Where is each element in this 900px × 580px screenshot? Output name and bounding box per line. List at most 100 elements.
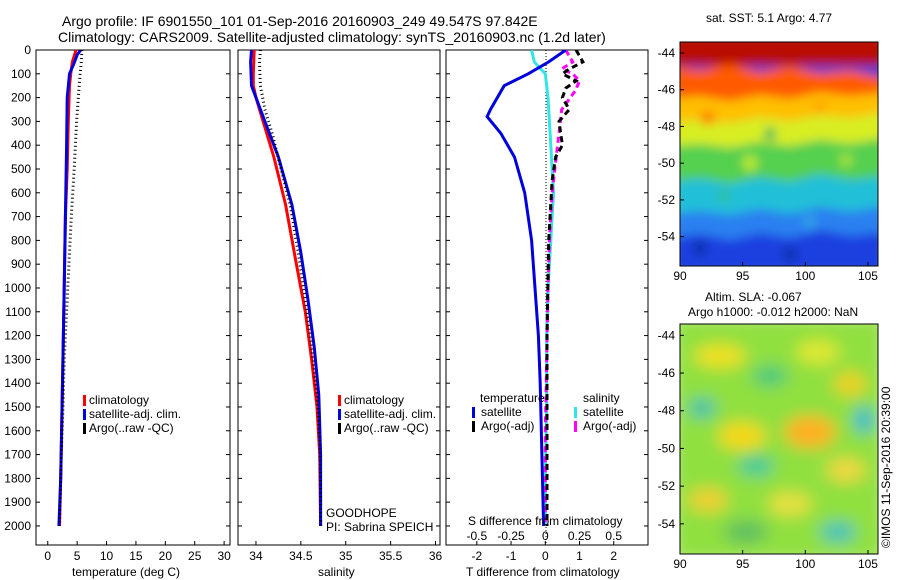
sst-heatmap xyxy=(680,42,878,266)
depth-axis: 0 100 200 300 400 500 600 700 800 900 1000 1100 1200… xyxy=(4,43,648,533)
depth-tick-label: 1700 xyxy=(4,448,31,462)
legend-swatch-climatology xyxy=(338,395,341,406)
difference-plot-frame xyxy=(445,49,649,546)
difference-profile-panel: -2 -1 0 1 2 -0.5 -0.25 0 0.25 0.5 S difference f… xyxy=(445,49,649,579)
map-x-tick-label: 100 xyxy=(795,269,815,283)
t-difference-tick-label: -1 xyxy=(506,549,517,563)
salinity-tick-label: 35 xyxy=(339,549,353,563)
map-y-tick-label: -50 xyxy=(658,441,676,455)
depth-tick-label: 900 xyxy=(11,257,31,271)
legend-label-s-argo: Argo(-adj) xyxy=(583,419,636,433)
map-x-tick-label: 95 xyxy=(736,269,750,283)
temperature-tick-label: 30 xyxy=(217,549,231,563)
legend-label-argo: Argo(..raw -QC) xyxy=(89,421,174,435)
depth-tick-label: 0 xyxy=(24,43,31,57)
legend-swatch-satellite xyxy=(338,409,341,420)
t-satellite-line xyxy=(485,50,567,527)
depth-tick-label: 1800 xyxy=(4,471,31,485)
t-difference-label: T difference from climatology xyxy=(466,565,620,579)
s-difference-tick-label: -0.5 xyxy=(466,529,487,543)
climatology-line xyxy=(251,50,323,527)
depth-tick-label: 300 xyxy=(11,114,31,128)
legend-label-s-satellite: satellite xyxy=(583,405,624,419)
project-annotation: GOODHOPE xyxy=(326,506,397,520)
legend-header-salinity: salinity xyxy=(583,391,620,405)
sla-heatmap xyxy=(680,324,878,554)
salinity-legend: climatology satellite-adj. clim. Argo(..… xyxy=(338,393,436,435)
t-argo-line xyxy=(545,50,585,526)
map-x-tick-label: 90 xyxy=(673,269,687,283)
map-x-tick-label: 105 xyxy=(858,557,878,571)
sla-map-title-line1: Altim. SLA: -0.067 xyxy=(705,290,802,304)
depth-tick-label: 2000 xyxy=(4,519,31,533)
legend-label-t-argo: Argo(-adj) xyxy=(481,419,534,433)
s-difference-label: S difference from climatology xyxy=(468,514,623,528)
difference-x-axis: -2 -1 0 1 2 xyxy=(471,541,617,563)
legend-swatch-argo xyxy=(83,423,86,434)
legend-swatch-t-satellite xyxy=(472,407,475,418)
salinity-plot-frame xyxy=(237,49,441,546)
map-y-tick-label: -44 xyxy=(658,46,676,60)
pi-annotation: PI: Sabrina SPEICH xyxy=(326,520,433,534)
legend-header-temperature: temperature xyxy=(480,391,545,405)
sla-map-frame xyxy=(679,323,879,555)
satellite-adj-line xyxy=(57,50,82,527)
sst-map-axes: 90 95 100 105 -44 -46 -48 -50 -52 -54 xyxy=(658,46,879,283)
legend-label-satellite: satellite-adj. clim. xyxy=(89,407,181,421)
sst-map-frame xyxy=(679,41,879,267)
depth-tick-label: 600 xyxy=(11,186,31,200)
depth-tick-label: 100 xyxy=(11,67,31,81)
t-difference-tick-label: 0 xyxy=(542,549,549,563)
salinity-tick-label: 36 xyxy=(429,549,443,563)
depth-tick-label: 400 xyxy=(11,138,31,152)
depth-tick-label: 1600 xyxy=(4,424,31,438)
salinity-tick-label: 34.5 xyxy=(289,549,313,563)
argo-line xyxy=(257,50,323,526)
salinity-x-label: salinity xyxy=(318,565,355,579)
satellite-adj-line xyxy=(249,50,323,526)
map-y-tick-label: -52 xyxy=(658,193,676,207)
legend-swatch-t-argo xyxy=(472,421,475,432)
legend-swatch-climatology xyxy=(83,395,86,406)
depth-tick-label: 800 xyxy=(11,233,31,247)
sla-map-axes: 90 95 100 105 -44 -46 -48 -50 -52 -54 xyxy=(658,328,879,571)
depth-tick-label: 1900 xyxy=(4,495,31,509)
depth-tick-label: 700 xyxy=(11,210,31,224)
temperature-tick-label: 10 xyxy=(100,549,114,563)
legend-label-climatology: climatology xyxy=(344,393,404,407)
temperature-x-label: temperature (deg C) xyxy=(72,565,180,579)
s-difference-tick-label: 0.5 xyxy=(605,529,622,543)
salinity-profile-panel: 34 34.5 35 35.5 36 salinity climatology sate… xyxy=(237,49,443,579)
temperature-profile-panel: 0100200300400500600700800900100011001200… xyxy=(4,43,648,579)
salinity-tick-label: 34 xyxy=(249,549,263,563)
temperature-tick-label: 5 xyxy=(74,549,81,563)
map-y-tick-label: -44 xyxy=(658,328,676,342)
depth-tick-label: 500 xyxy=(11,162,31,176)
s-difference-x-axis: -0.5 -0.25 0 0.25 0.5 xyxy=(466,529,622,543)
figure-title-line1: Argo profile: IF 6901550_101 01-Sep-2016… xyxy=(62,13,538,29)
legend-swatch-satellite xyxy=(83,409,86,420)
map-y-tick-label: -48 xyxy=(658,119,676,133)
s-difference-tick-label: -0.25 xyxy=(497,529,525,543)
legend-swatch-s-argo xyxy=(574,421,577,432)
sst-map-title: sat. SST: 5.1 Argo: 4.77 xyxy=(706,11,832,25)
temperature-x-axis: 0 5 10 15 20 25 30 xyxy=(44,541,231,563)
copyright-stamp: ©IMOS 11-Sep-2016 20:39:00 xyxy=(879,386,893,548)
t-difference-tick-label: 2 xyxy=(610,549,617,563)
t-difference-tick-label: -2 xyxy=(471,549,482,563)
legend-swatch-argo xyxy=(338,423,341,434)
legend-swatch-s-satellite xyxy=(574,407,577,418)
map-x-tick-label: 95 xyxy=(736,557,750,571)
legend-label-t-satellite: satellite xyxy=(481,405,522,419)
temperature-tick-label: 25 xyxy=(188,549,202,563)
figure-title-line2: Climatology: CARS2009. Satellite-adjuste… xyxy=(58,29,606,45)
legend-label-satellite: satellite-adj. clim. xyxy=(344,407,436,421)
depth-tick-label: 1300 xyxy=(4,352,31,366)
sst-map-panel: sat. SST: 5.1 Argo: 4.77 xyxy=(658,11,879,283)
map-y-tick-label: -46 xyxy=(658,366,676,380)
temperature-legend: climatology satellite-adj. clim. Argo(..… xyxy=(83,393,181,435)
map-y-tick-label: -54 xyxy=(658,517,676,531)
map-x-tick-label: 100 xyxy=(795,557,815,571)
s-difference-tick-label: 0.25 xyxy=(568,529,592,543)
sla-map-title-line2: Argo h1000: -0.012 h2000: NaN xyxy=(688,305,858,319)
